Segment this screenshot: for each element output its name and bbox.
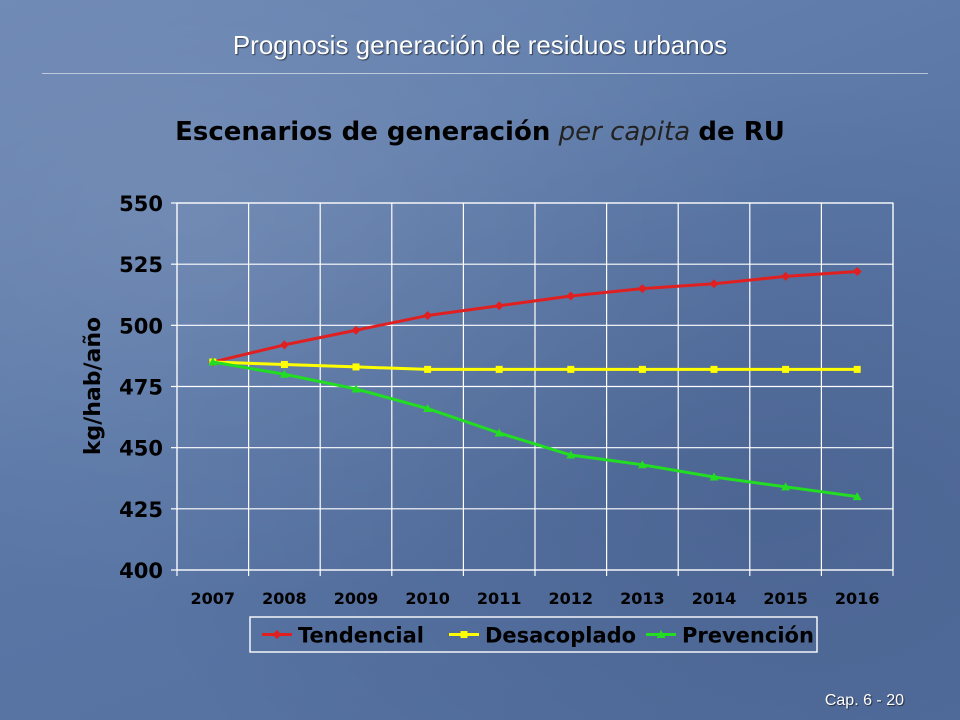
chart-title-part-3: de RU (698, 117, 785, 147)
data-point-tendencial (423, 311, 433, 321)
legend-swatch-marker (656, 630, 666, 638)
data-point-prevención (709, 472, 719, 481)
y-tick-label: 450 (119, 437, 163, 461)
data-point-tendencial (351, 325, 361, 335)
data-point-desacoplado (495, 365, 503, 373)
x-tick-label: 2012 (549, 589, 594, 608)
data-point-prevención (208, 357, 218, 366)
legend-box (249, 616, 818, 653)
data-point-prevención (852, 492, 862, 501)
series-line-prevención (212, 360, 858, 499)
data-point-prevención (494, 428, 504, 437)
x-tick-label: 2014 (692, 589, 737, 608)
x-tick-label: 2008 (262, 589, 307, 608)
x-tick-label: 2015 (763, 589, 808, 608)
slide-title: Prognosis generación de residuos urbanos (232, 30, 728, 60)
y-tick-label: 425 (119, 498, 163, 522)
x-tick-label: 2016 (835, 589, 880, 608)
y-tick-label: 500 (119, 314, 163, 338)
x-tick-label: 2007 (191, 589, 236, 608)
data-point-desacoplado (280, 360, 288, 368)
data-point-prevención (637, 460, 647, 469)
data-point-tendencial (852, 267, 862, 277)
y-tick-label: 400 (119, 559, 163, 583)
y-axis-label: kg/hab/año (81, 317, 106, 455)
x-tick-label: 2009 (334, 589, 379, 608)
data-point-tendencial (279, 340, 289, 350)
y-tick-label: 475 (119, 376, 163, 400)
data-point-prevención (279, 369, 289, 378)
legend-swatch-marker (460, 631, 468, 638)
data-point-desacoplado (638, 365, 646, 373)
legend: Tendencial Desacoplado Prevención (249, 616, 818, 653)
y-tick-label: 525 (119, 253, 163, 277)
data-point-prevención (351, 384, 361, 393)
data-point-prevención (566, 450, 576, 459)
chart-title: Escenarios de generación per capita de R… (0, 117, 960, 147)
series-line-tendencial (212, 270, 858, 364)
data-point-tendencial (709, 279, 719, 289)
data-point-desacoplado (567, 365, 575, 373)
data-point-prevención (781, 482, 791, 491)
data-point-tendencial (494, 301, 504, 311)
slide-number: Cap. 6 - 20 (824, 692, 904, 709)
x-tick-label: 2010 (405, 589, 450, 608)
x-tick-label: 2013 (620, 589, 665, 608)
data-point-tendencial (566, 291, 576, 301)
legend-label: Tendencial (298, 624, 424, 648)
data-point-desacoplado (710, 365, 718, 373)
legend-swatch-marker (272, 630, 282, 639)
series-line-desacoplado (212, 360, 858, 371)
data-point-tendencial (637, 284, 647, 294)
chart-title-part-1: Escenarios de generación (175, 117, 551, 147)
chart-title-part-2: per capita (558, 117, 691, 147)
legend-label: Prevención (682, 624, 814, 648)
data-point-desacoplado (853, 365, 861, 373)
data-point-desacoplado (424, 365, 432, 373)
data-point-desacoplado (352, 363, 360, 371)
data-point-desacoplado (782, 365, 790, 373)
legend-label: Desacoplado (485, 624, 636, 648)
y-tick-label: 550 (119, 192, 163, 216)
data-point-tendencial (781, 271, 791, 281)
data-point-prevención (423, 404, 433, 413)
title-divider (42, 73, 928, 74)
x-tick-label: 2011 (477, 589, 522, 608)
